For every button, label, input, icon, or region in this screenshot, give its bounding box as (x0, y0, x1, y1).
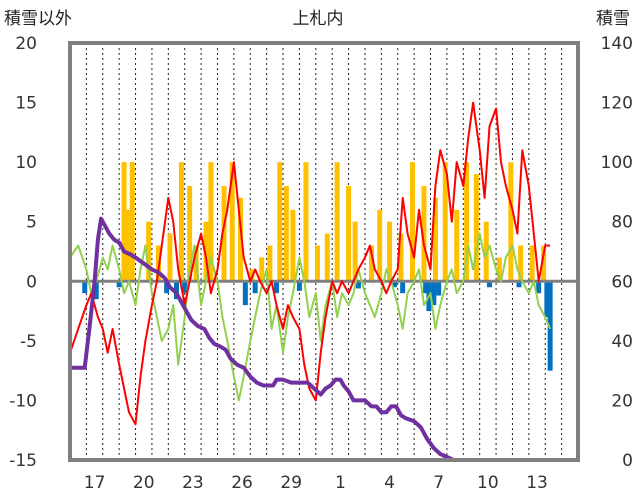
precip-bar (167, 233, 173, 282)
precip-neg-bar (116, 281, 122, 288)
right-tick-label: 40 (611, 332, 633, 352)
precip-bar (124, 209, 130, 282)
precip-neg-bar (436, 281, 442, 296)
precip-bar (442, 162, 448, 282)
precip-bar (464, 162, 470, 282)
precip-neg-bar (544, 281, 550, 318)
right-tick-label: 140 (601, 34, 633, 54)
x-tick-label: 26 (231, 473, 253, 493)
precipitation-bars (82, 162, 553, 371)
precip-bar (129, 162, 135, 282)
precip-bar (277, 162, 283, 282)
right-tick-label: 0 (622, 451, 633, 471)
precip-neg-bar (252, 281, 258, 294)
precip-bar (314, 245, 320, 282)
precip-bar (208, 162, 214, 282)
right-tick-label: 60 (611, 272, 633, 292)
precip-bar (324, 233, 330, 282)
precip-bar (229, 162, 235, 282)
precip-bar (303, 162, 309, 282)
precip-bar (352, 221, 358, 282)
precip-bar (454, 209, 460, 282)
x-tick-label: 23 (182, 473, 204, 493)
precip-neg-bar (273, 281, 279, 294)
left-tick-label: -15 (9, 451, 37, 471)
precip-bar (259, 257, 265, 282)
precip-bar (432, 197, 438, 282)
precip-bar (334, 162, 340, 282)
precip-bar (146, 221, 152, 282)
x-tick-label: 4 (384, 473, 395, 493)
x-tick-label: 20 (133, 473, 155, 493)
max-temp-line (69, 101, 551, 426)
right-tick-label: 80 (611, 213, 633, 233)
precip-bar (290, 209, 296, 282)
precip-bar (409, 162, 415, 282)
precip-neg-bar (164, 281, 170, 294)
plot-frame (68, 41, 580, 462)
precip-bar (121, 162, 127, 282)
precip-bar (473, 174, 479, 282)
precip-bar (508, 162, 514, 282)
precip-bar (377, 209, 383, 282)
precip-neg-bar (487, 281, 493, 288)
x-tick-label: 17 (84, 473, 106, 493)
series-lines (69, 101, 578, 462)
right-tick-label: 120 (601, 94, 633, 114)
precip-neg-bar (547, 281, 553, 371)
precip-bar (203, 221, 209, 282)
precip-bar (221, 185, 227, 282)
snow-depth-line (70, 216, 578, 462)
x-tick-label: 7 (433, 473, 444, 493)
left-tick-label: 15 (15, 94, 37, 114)
x-tick-label: 10 (477, 473, 499, 493)
precip-neg-bar (93, 281, 99, 300)
precip-bar (387, 221, 393, 282)
precip-neg-bar (516, 281, 522, 288)
precip-neg-bar (296, 281, 302, 291)
mean-temp-line (69, 232, 552, 402)
left-axis-ticks: 20 15 10 5 0 -5 -10 -15 (9, 34, 37, 471)
chart-title: 上札内 (293, 9, 344, 29)
left-axis-title: 積雪以外 (4, 9, 72, 29)
right-axis-title: 積雪 (596, 9, 630, 29)
precip-bar (518, 245, 524, 282)
precip-bar (541, 245, 547, 282)
precip-neg-bar (355, 281, 361, 289)
right-tick-label: 20 (611, 391, 633, 411)
precip-bar (369, 245, 375, 282)
x-axis-ticks: 17 20 23 26 29 1 4 7 10 13 (84, 473, 548, 493)
precip-bar (529, 245, 535, 282)
precip-bar (421, 185, 427, 282)
precip-neg-bar (82, 281, 88, 294)
precip-bar (187, 185, 193, 282)
precip-neg-bar (536, 281, 542, 294)
precip-bar (267, 245, 273, 282)
precip-neg-bar (431, 281, 437, 306)
left-tick-label: 20 (15, 34, 37, 54)
x-tick-label: 1 (335, 473, 346, 493)
precip-neg-bar (391, 281, 397, 288)
left-tick-label: 10 (15, 153, 37, 173)
right-axis-ticks: 140 120 100 80 60 40 20 0 (601, 34, 633, 471)
right-tick-label: 100 (601, 153, 633, 173)
precip-neg-bar (242, 281, 248, 306)
precip-bar (178, 162, 184, 282)
precip-neg-bar (400, 281, 406, 294)
precip-bar (496, 257, 502, 282)
left-tick-label: -5 (20, 332, 37, 352)
precip-neg-bar (174, 281, 180, 300)
precip-bar (346, 185, 352, 282)
precip-bar (398, 233, 404, 282)
x-tick-label: 29 (280, 473, 302, 493)
left-tick-label: 0 (26, 272, 37, 292)
precip-bar (283, 185, 289, 282)
left-tick-label: 5 (26, 213, 37, 233)
x-tick-label: 13 (526, 473, 548, 493)
precip-neg-bar (182, 281, 188, 294)
left-tick-label: -10 (9, 391, 37, 411)
precip-neg-bar (423, 281, 429, 294)
precip-bar (237, 197, 243, 282)
